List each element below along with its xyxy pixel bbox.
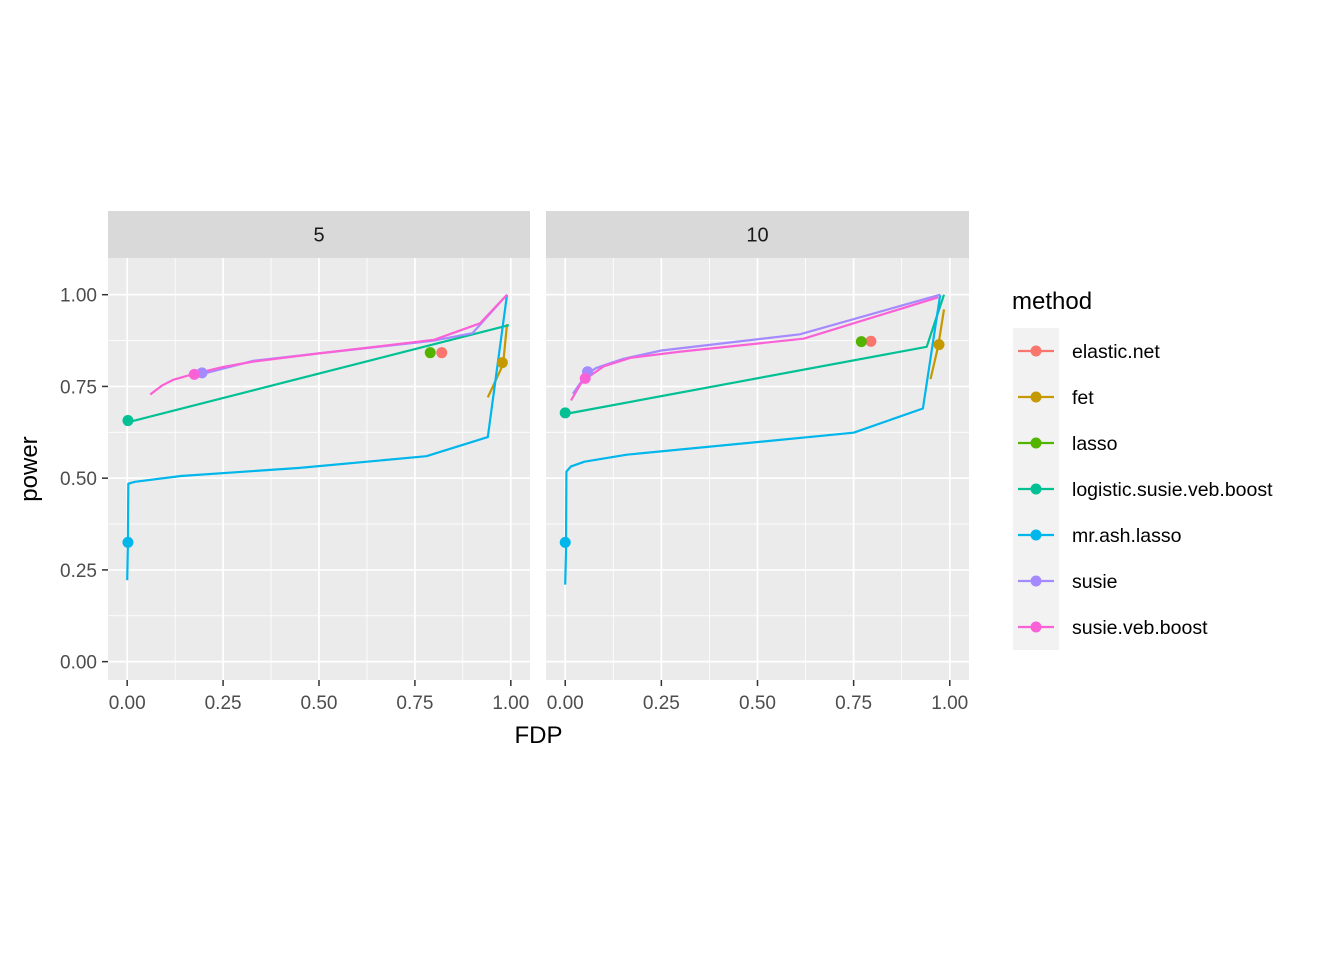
y-tick-label: 0.25 bbox=[60, 561, 97, 582]
x-tick-label: 0.50 bbox=[301, 693, 338, 714]
legend-key-point bbox=[1030, 437, 1042, 449]
strip-background bbox=[546, 211, 969, 258]
y-tick-label: 0.00 bbox=[60, 653, 97, 674]
data-point-logistic-susie-veb-boost bbox=[122, 415, 134, 427]
legend-key-point bbox=[1030, 621, 1042, 633]
data-point-elastic-net bbox=[436, 347, 448, 359]
x-tick-label: 1.00 bbox=[931, 693, 968, 714]
legend-item: susie bbox=[1018, 571, 1118, 593]
panels: 5 10 bbox=[108, 211, 969, 680]
y-tick-label: 0.50 bbox=[60, 469, 97, 490]
x-tick-label: 0.75 bbox=[396, 693, 433, 714]
data-point-susie-veb-boost bbox=[579, 372, 591, 384]
legend-key-point bbox=[1030, 575, 1042, 587]
legend-label: fet bbox=[1072, 387, 1094, 409]
series-line-susie-veb-boost bbox=[149, 293, 508, 396]
legend-item: lasso bbox=[1018, 433, 1118, 455]
y-axis: 0.00 0.25 0.50 0.75 1.00 bbox=[60, 286, 108, 674]
legend-key-point bbox=[1030, 345, 1042, 357]
x-tick-label: 0.25 bbox=[205, 693, 242, 714]
panel-10: 10 bbox=[546, 211, 969, 680]
x-axis-title: FDP bbox=[515, 722, 563, 749]
x-tick-label: 0.25 bbox=[643, 693, 680, 714]
data-point-mr-ash-lasso bbox=[122, 536, 134, 548]
y-tick-label: 1.00 bbox=[60, 286, 97, 307]
legend-title: method bbox=[1012, 288, 1092, 315]
data-point-elastic-net bbox=[865, 335, 877, 347]
data-point-mr-ash-lasso bbox=[559, 536, 571, 548]
y-tick-label: 0.75 bbox=[60, 377, 97, 398]
data-point-logistic-susie-veb-boost bbox=[559, 407, 571, 419]
strip-background bbox=[108, 211, 530, 258]
legend-item: mr.ash.lasso bbox=[1018, 525, 1182, 547]
x-tick-label: 0.00 bbox=[109, 693, 146, 714]
legend: method elastic.net fet lasso logistic.susie… bbox=[1012, 288, 1273, 650]
x-axes: 0.00 0.25 0.50 0.75 1.00 0.00 0.25 0.50 0.75 1.00 bbox=[109, 680, 968, 714]
data-point-fet bbox=[933, 339, 945, 351]
x-tick-label: 1.00 bbox=[492, 693, 529, 714]
legend-label: susie.veb.boost bbox=[1072, 617, 1208, 639]
x-tick-label: 0.00 bbox=[547, 693, 584, 714]
legend-item: logistic.susie.veb.boost bbox=[1018, 479, 1273, 501]
legend-label: susie bbox=[1072, 571, 1118, 593]
legend-item: elastic.net bbox=[1018, 341, 1160, 363]
legend-key-point bbox=[1030, 529, 1042, 541]
series-line-susie-veb-boost bbox=[570, 296, 939, 401]
strip-label: 5 bbox=[313, 225, 324, 247]
legend-items: elastic.net fet lasso logistic.susie.veb.bo… bbox=[1018, 341, 1273, 639]
legend-item: fet bbox=[1018, 387, 1094, 409]
x-tick-label: 0.50 bbox=[739, 693, 776, 714]
panel-5: 5 bbox=[108, 211, 530, 680]
legend-label: lasso bbox=[1072, 433, 1118, 455]
data-point-susie-veb-boost bbox=[188, 368, 200, 380]
legend-key-point bbox=[1030, 483, 1042, 495]
series-line-logistic-susie-veb-boost bbox=[126, 324, 510, 424]
series-line-mr-ash-lasso bbox=[126, 294, 509, 581]
data-point-lasso bbox=[855, 336, 867, 348]
strip-label: 10 bbox=[746, 225, 768, 247]
data-point-lasso bbox=[424, 347, 436, 359]
data-point-fet bbox=[496, 357, 508, 369]
legend-key-point bbox=[1030, 391, 1042, 403]
y-axis-title: power bbox=[16, 436, 43, 501]
series-line-mr-ash-lasso bbox=[564, 294, 942, 585]
legend-label: elastic.net bbox=[1072, 341, 1160, 363]
legend-label: logistic.susie.veb.boost bbox=[1072, 479, 1273, 501]
x-tick-label: 0.75 bbox=[835, 693, 872, 714]
legend-item: susie.veb.boost bbox=[1018, 617, 1208, 639]
legend-label: mr.ash.lasso bbox=[1072, 525, 1182, 547]
